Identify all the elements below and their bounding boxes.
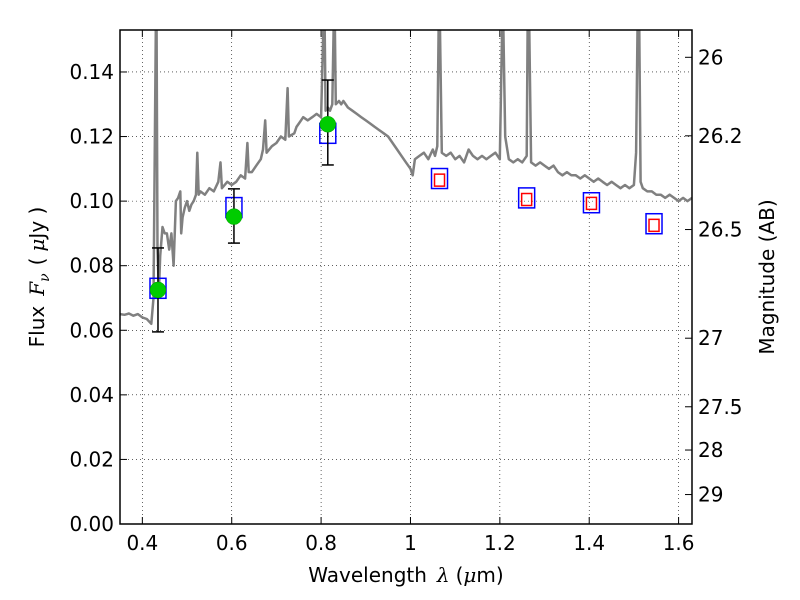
x-axis-unit-open: ( <box>456 563 464 587</box>
y-tick-label: 0.02 <box>69 447 114 471</box>
x-tick-label: 1.4 <box>573 531 605 555</box>
x-tick-label: 1 <box>404 531 417 555</box>
y-axis-symbol: F <box>25 281 49 297</box>
y-tick-label: 0.08 <box>69 254 114 278</box>
x-tick-label: 1.6 <box>663 531 695 555</box>
y-tick-label: 0.06 <box>69 318 114 342</box>
model-photometry-square <box>517 187 536 209</box>
x-axis-label: Wavelength <box>308 563 427 587</box>
right-axis-title: Magnitude (AB) <box>755 199 779 354</box>
y-axis-label: Flux <box>25 306 49 348</box>
y-axis-paren: ( <box>25 258 49 266</box>
x-tick-label: 1.2 <box>484 531 516 555</box>
upper-limit-square <box>433 173 446 187</box>
model-photometry-square <box>430 167 449 190</box>
right-tick-label: 27.5 <box>698 395 743 419</box>
right-tick-label: 29 <box>698 483 723 507</box>
y-axis-title: Flux Fν ( μJy ) <box>25 207 53 348</box>
upper-limit-square <box>648 218 660 233</box>
x-tick-label: 0.4 <box>126 531 158 555</box>
plot-layer <box>120 30 692 333</box>
x-axis-symbol: λ <box>436 563 450 587</box>
right-tick-label: 26.2 <box>698 124 743 148</box>
x-axis-unit-rest: m) <box>476 563 503 587</box>
observed-point <box>319 116 337 133</box>
y-tick-label: 0.10 <box>69 189 114 213</box>
observed-point <box>149 281 167 299</box>
plot-area <box>120 30 692 333</box>
x-tick-label: 0.8 <box>305 531 337 555</box>
right-tick-label: 26 <box>698 45 723 69</box>
y-axis-unit: Jy ) <box>25 207 49 241</box>
spectrum-line <box>120 30 692 326</box>
upper-limit-square <box>520 192 533 207</box>
right-tick-label: 27 <box>698 326 723 350</box>
y-tick-label: 0.00 <box>69 512 114 536</box>
x-axis-unit-mu: μ <box>463 563 476 587</box>
upper-limit-square <box>585 196 598 211</box>
model-photometry-square <box>582 191 601 214</box>
grid-lines <box>120 30 692 525</box>
plot-frame <box>119 29 693 525</box>
y-axis-mu: μ <box>25 239 49 252</box>
y-tick-label: 0.14 <box>69 60 114 84</box>
y-axis-subscript: ν <box>37 273 53 282</box>
right-tick-label: 28 <box>698 438 723 462</box>
x-tick-label: 0.6 <box>216 531 248 555</box>
y-tick-label: 0.04 <box>69 383 114 407</box>
observed-point <box>225 208 243 225</box>
right-tick-label: 26.5 <box>698 218 743 242</box>
model-photometry-square <box>645 212 663 235</box>
axis-ticks: 0.4 0.6 0.8 1 1.2 1.4 1.6 0.00 0.02 0.04 0.06 0.08 0… <box>69 30 743 555</box>
x-axis-title: Wavelength λ (μm) <box>308 563 503 587</box>
y-tick-label: 0.12 <box>69 125 114 149</box>
